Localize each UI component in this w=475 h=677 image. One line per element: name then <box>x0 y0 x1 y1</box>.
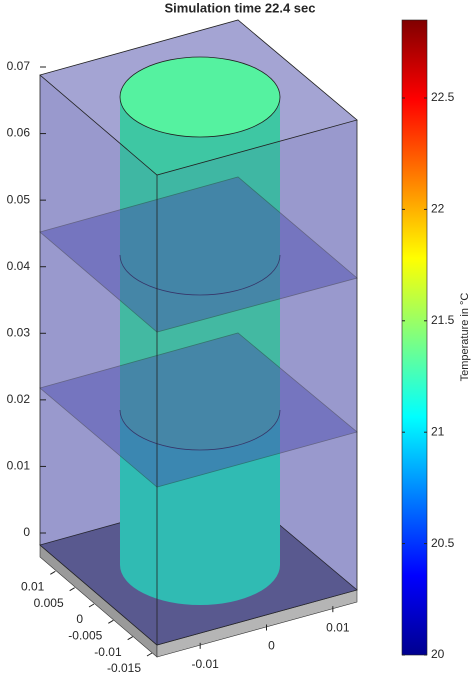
y-tick-label: -0.01 <box>94 645 122 659</box>
colorbar-tick-label: 22.5 <box>431 90 455 104</box>
cylinder-band <box>120 97 280 295</box>
z-tick-label: 0.07 <box>7 59 31 73</box>
z-tick-label: 0.06 <box>7 126 31 140</box>
band-edge <box>119 254 281 296</box>
front-face <box>157 120 357 645</box>
colorbar-tick-label: 21 <box>431 424 445 438</box>
z-tick-label: 0 <box>23 525 30 539</box>
cylinder-cap <box>119 56 281 138</box>
y-tick <box>69 587 75 592</box>
cylinder-band <box>120 255 280 450</box>
y-tick-label: 0.005 <box>34 596 64 610</box>
colorbar-tick-label: 20 <box>431 647 445 661</box>
z-tick-label: 0.04 <box>7 259 31 273</box>
colorbar <box>401 19 428 656</box>
z-tick-label: 0.03 <box>7 325 31 339</box>
y-tick-label: -0.005 <box>68 629 102 643</box>
y-tick <box>88 603 95 608</box>
x-tick-label: -0.01 <box>191 657 219 671</box>
y-tick-label: -0.015 <box>107 661 141 675</box>
x-tick-label: 0 <box>268 639 275 653</box>
scene <box>39 19 358 658</box>
cylinder-band <box>120 410 280 605</box>
y-tick <box>108 619 114 624</box>
y-tick <box>50 570 56 575</box>
y-tick <box>146 652 153 657</box>
x-tick-label: 0.01 <box>326 620 350 634</box>
colorbar-tick-label: 21.5 <box>431 313 455 327</box>
z-tick-label: 0.05 <box>7 192 31 206</box>
colorbar-tick-label: 22 <box>431 202 445 216</box>
front-face <box>40 75 157 645</box>
y-tick-label: 0.01 <box>21 580 45 594</box>
colorbar-tick-label: 20.5 <box>431 536 455 550</box>
y-tick-label: 0 <box>76 612 83 626</box>
colorbar-label: Temperature in °C <box>459 293 471 382</box>
z-tick-label: 0.01 <box>7 459 31 473</box>
y-tick <box>127 636 133 641</box>
band-edge <box>119 409 281 451</box>
chart-title: Simulation time 22.4 sec <box>164 0 315 15</box>
z-tick-label: 0.02 <box>7 392 31 406</box>
